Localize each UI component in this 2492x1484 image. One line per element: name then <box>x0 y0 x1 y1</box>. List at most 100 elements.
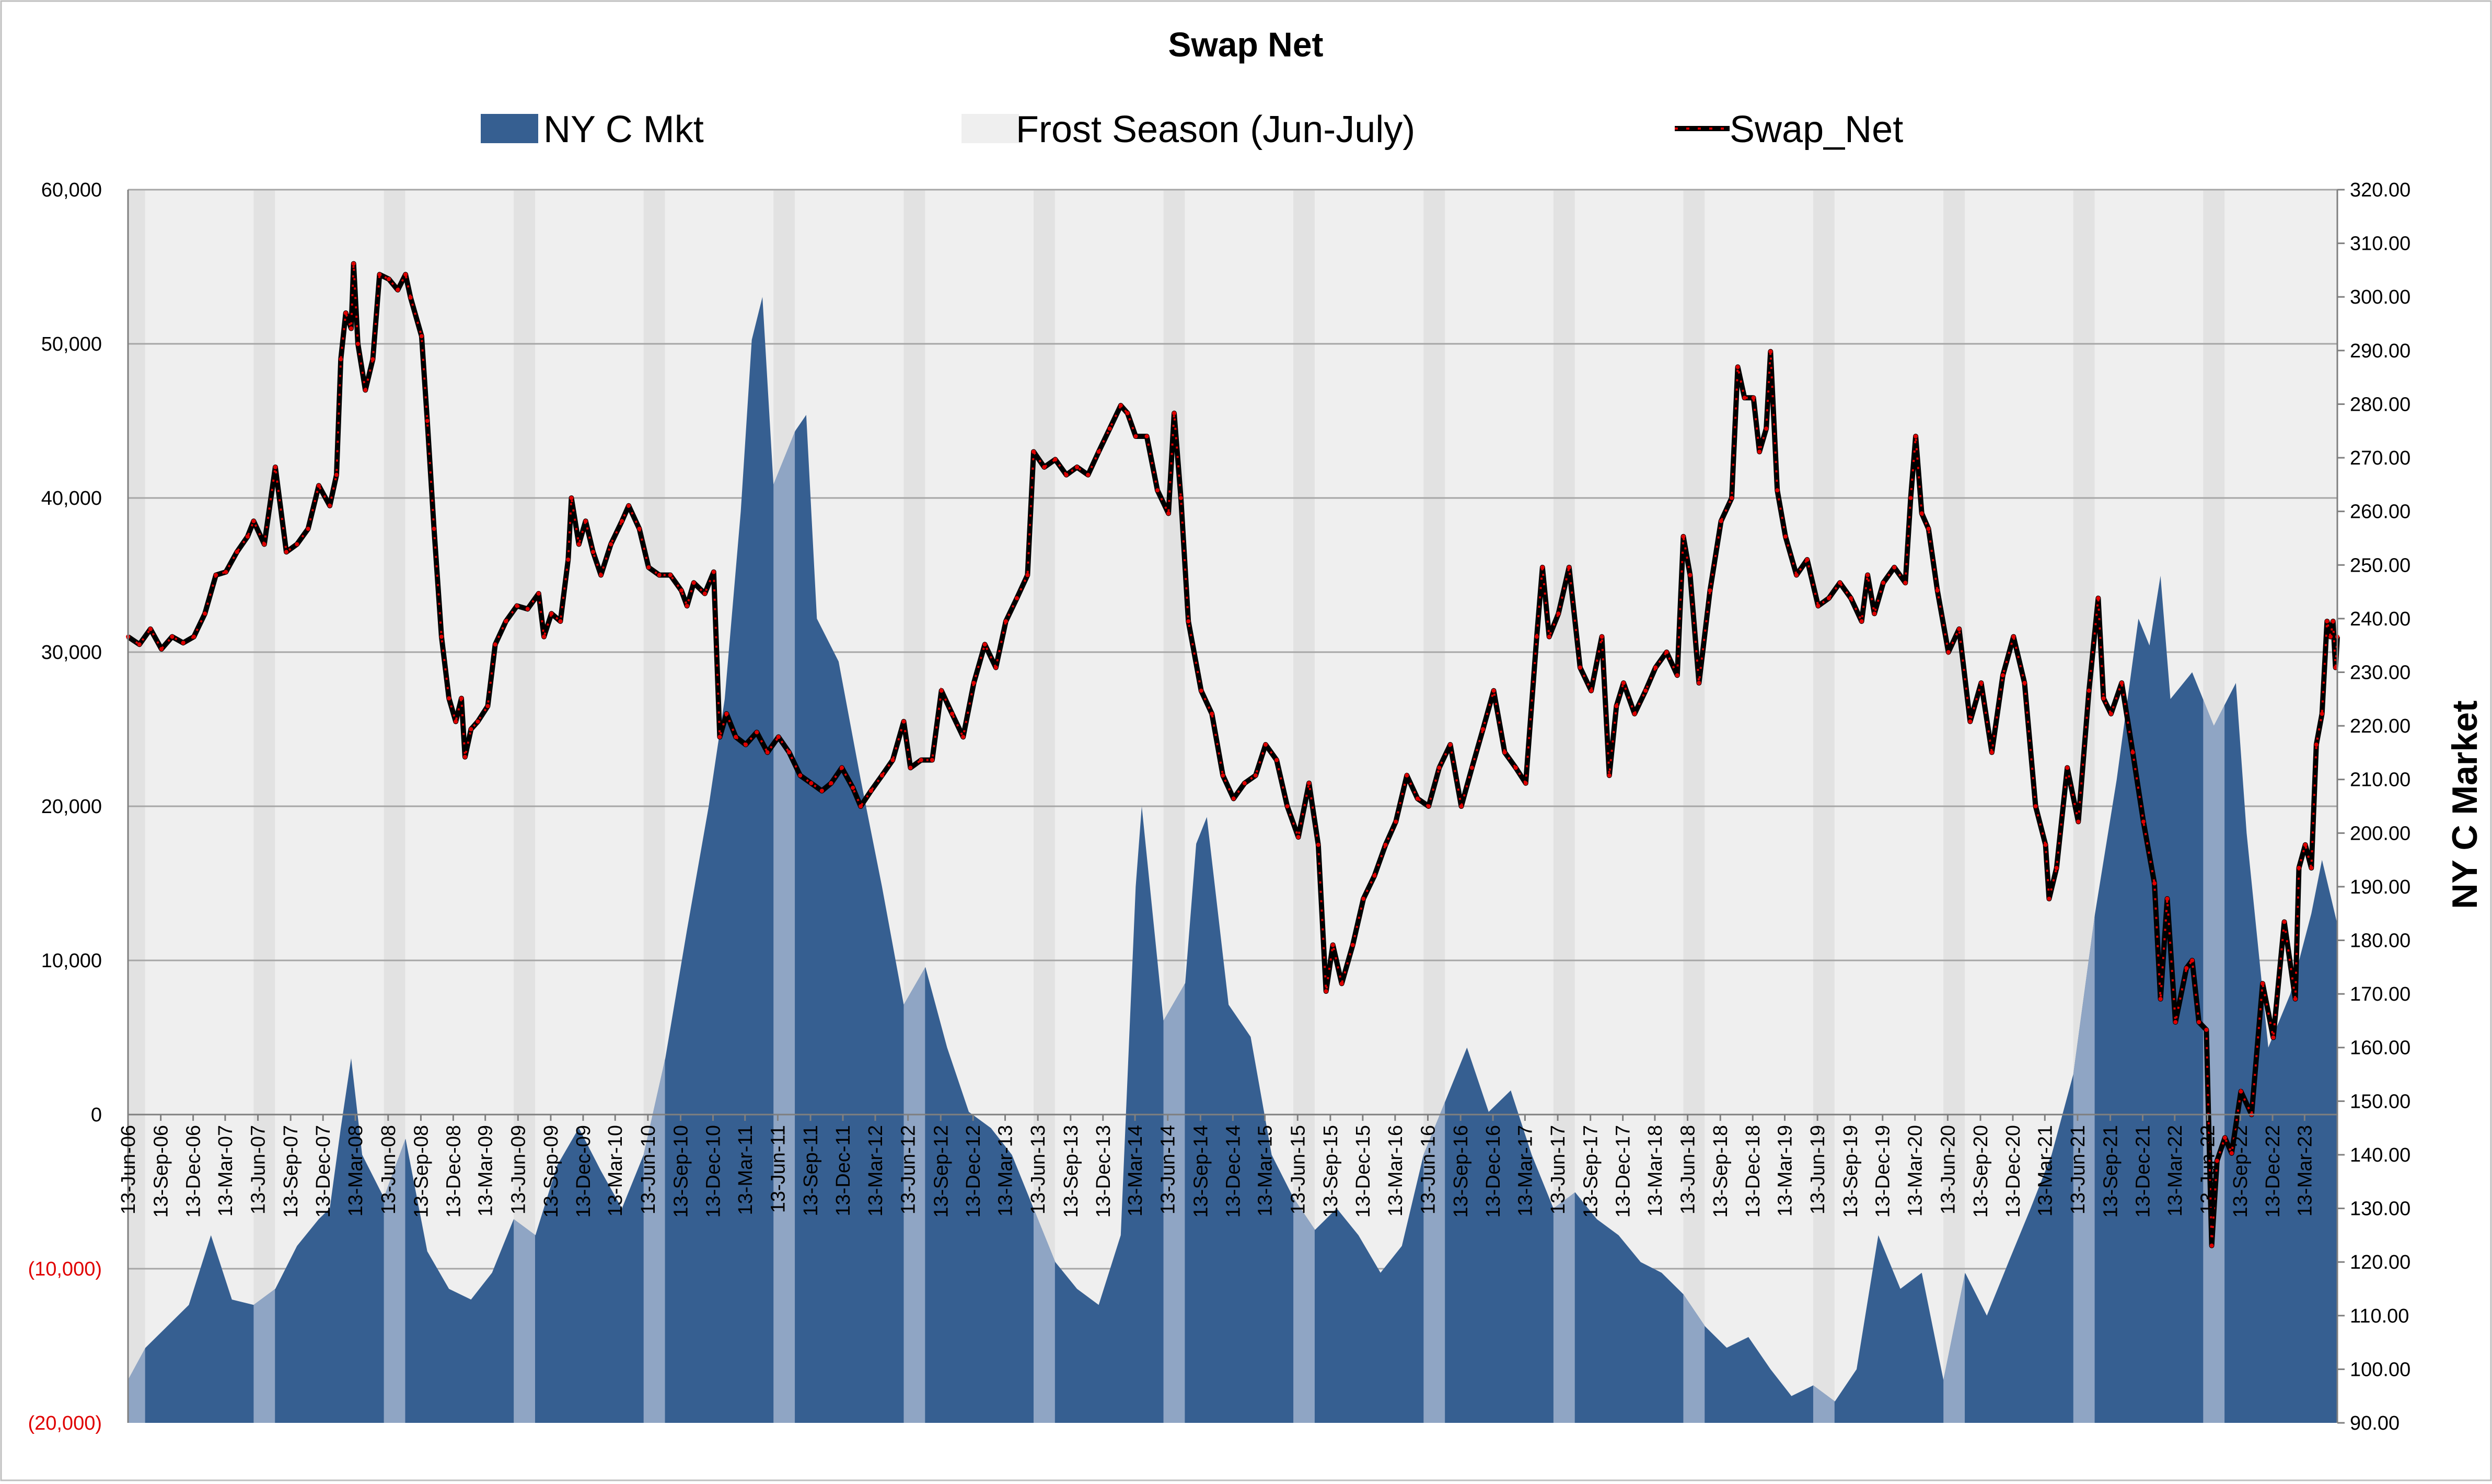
swap-net-point <box>1296 835 1301 839</box>
swap-net-point <box>1405 773 1409 778</box>
swap-net-point <box>1838 581 1842 585</box>
swap-net-point <box>2215 1158 2219 1163</box>
legend-swatch-ny-c-mkt <box>481 114 538 143</box>
swap-net-point <box>2065 766 2070 770</box>
x-tick-label: 13-Dec-17 <box>1613 1125 1635 1218</box>
swap-net-point <box>2271 1035 2276 1040</box>
swap-net-point <box>1697 681 1701 685</box>
swap-net-point <box>515 604 519 608</box>
swap-net-point <box>1607 773 1612 778</box>
swap-net-point <box>355 342 360 346</box>
swap-net-point <box>1989 750 1994 755</box>
swap-net-point <box>2314 743 2319 747</box>
x-tick-label: 13-Sep-13 <box>1060 1125 1082 1218</box>
right-tick-label: 90.00 <box>2350 1412 2400 1434</box>
swap-net-point <box>576 542 581 547</box>
x-tick-label: 13-Dec-16 <box>1482 1125 1504 1218</box>
right-tick-label: 130.00 <box>2350 1198 2410 1220</box>
x-tick-label: 13-Mar-10 <box>605 1125 627 1216</box>
x-tick-label: 13-Mar-08 <box>345 1125 367 1216</box>
swap-net-point <box>469 727 473 732</box>
swap-net-point <box>1730 496 1734 500</box>
x-tick-label: 13-Mar-21 <box>2034 1125 2056 1216</box>
x-tick-label: 13-Jun-20 <box>1937 1125 1959 1214</box>
swap-net-point <box>1437 766 1442 770</box>
x-tick-label: 13-Dec-12 <box>963 1125 984 1218</box>
swap-net-point <box>2239 1089 2243 1094</box>
x-tick-label: 13-Sep-08 <box>410 1125 432 1218</box>
swap-net-point <box>1448 743 1453 747</box>
swap-net-point <box>1751 396 1756 400</box>
x-tick-label: 13-Sep-19 <box>1840 1125 1862 1218</box>
x-tick-label: 13-Jun-17 <box>1547 1125 1569 1214</box>
swap-net-point <box>1599 634 1604 639</box>
swap-net-point <box>2054 866 2059 870</box>
swap-net-point <box>1681 534 1686 539</box>
swap-net-point <box>2043 842 2048 847</box>
swap-net-point <box>2141 819 2146 824</box>
swap-net-point <box>2076 819 2081 824</box>
swap-net-point <box>1199 688 1203 693</box>
swap-net-point <box>536 591 541 596</box>
left-tick-label: (10,000) <box>28 1258 102 1280</box>
swap-net-point <box>1968 719 1973 724</box>
swap-net-point <box>2320 712 2324 716</box>
swap-net-point <box>1155 488 1160 493</box>
swap-net-point <box>306 527 310 531</box>
swap-net-point <box>2047 897 2051 901</box>
swap-net-point <box>1459 804 1464 808</box>
swap-net-point <box>408 295 413 300</box>
swap-net-point <box>851 785 855 790</box>
swap-net-point <box>351 261 356 266</box>
swap-net-point <box>1805 558 1810 562</box>
swap-net-point <box>377 272 382 277</box>
x-tick-label: 13-Dec-21 <box>2132 1125 2154 1218</box>
swap-net-point <box>950 712 955 716</box>
swap-net-point <box>439 634 444 639</box>
right-axis-title: NY C Market <box>2445 700 2485 909</box>
swap-net-point <box>148 627 153 631</box>
swap-net-point <box>1178 496 1183 500</box>
swap-net-point <box>1316 842 1320 847</box>
swap-net-point <box>343 311 348 315</box>
swap-net-point <box>1125 411 1130 415</box>
swap-net-point <box>1783 534 1788 539</box>
x-tick-label: 13-Dec-06 <box>183 1125 205 1218</box>
swap-net-point <box>396 287 400 292</box>
right-tick-label: 160.00 <box>2350 1037 2410 1059</box>
swap-net-point <box>1350 943 1355 947</box>
swap-net-point <box>447 696 451 701</box>
swap-net-point <box>1688 573 1693 577</box>
x-tick-label: 13-Jun-07 <box>248 1125 270 1214</box>
swap-net-point <box>717 735 722 739</box>
ny-c-mkt-area <box>128 297 2337 1423</box>
swap-net-point <box>1242 781 1247 785</box>
x-tick-label: 13-Jun-16 <box>1417 1125 1439 1214</box>
swap-net-point <box>1653 665 1658 670</box>
swap-net-point <box>1742 396 1747 400</box>
swap-net-point <box>1264 743 1268 747</box>
x-tick-label: 13-Jun-13 <box>1027 1125 1049 1214</box>
swap-net-point <box>1172 411 1176 415</box>
swap-net-point <box>1015 596 1019 600</box>
legend-label-swap-net: Swap_Net <box>1730 109 1903 150</box>
swap-net-point <box>646 565 651 570</box>
swap-net-point <box>1865 573 1870 577</box>
x-tick-label: 13-Jun-19 <box>1807 1125 1829 1214</box>
x-tick-label: 13-Sep-14 <box>1190 1125 1212 1218</box>
x-tick-label: 13-Sep-22 <box>2230 1125 2252 1218</box>
swap-net-point <box>1903 581 1908 585</box>
swap-net-point <box>317 483 321 488</box>
swap-net-point <box>1307 781 1312 785</box>
left-tick-label: 0 <box>91 1104 102 1126</box>
x-tick-label: 13-Dec-11 <box>832 1125 854 1216</box>
swap-net-point <box>1757 449 1762 454</box>
left-tick-label: 30,000 <box>41 642 102 664</box>
swap-net-point <box>476 719 480 724</box>
x-tick-label: 13-Jun-09 <box>507 1125 529 1214</box>
x-tick-label: 13-Jun-12 <box>898 1125 920 1214</box>
swap-net-point <box>295 542 299 547</box>
x-tick-label: 13-Sep-15 <box>1320 1125 1342 1218</box>
swap-net-point <box>1415 796 1420 801</box>
swap-net-point <box>1372 873 1377 878</box>
